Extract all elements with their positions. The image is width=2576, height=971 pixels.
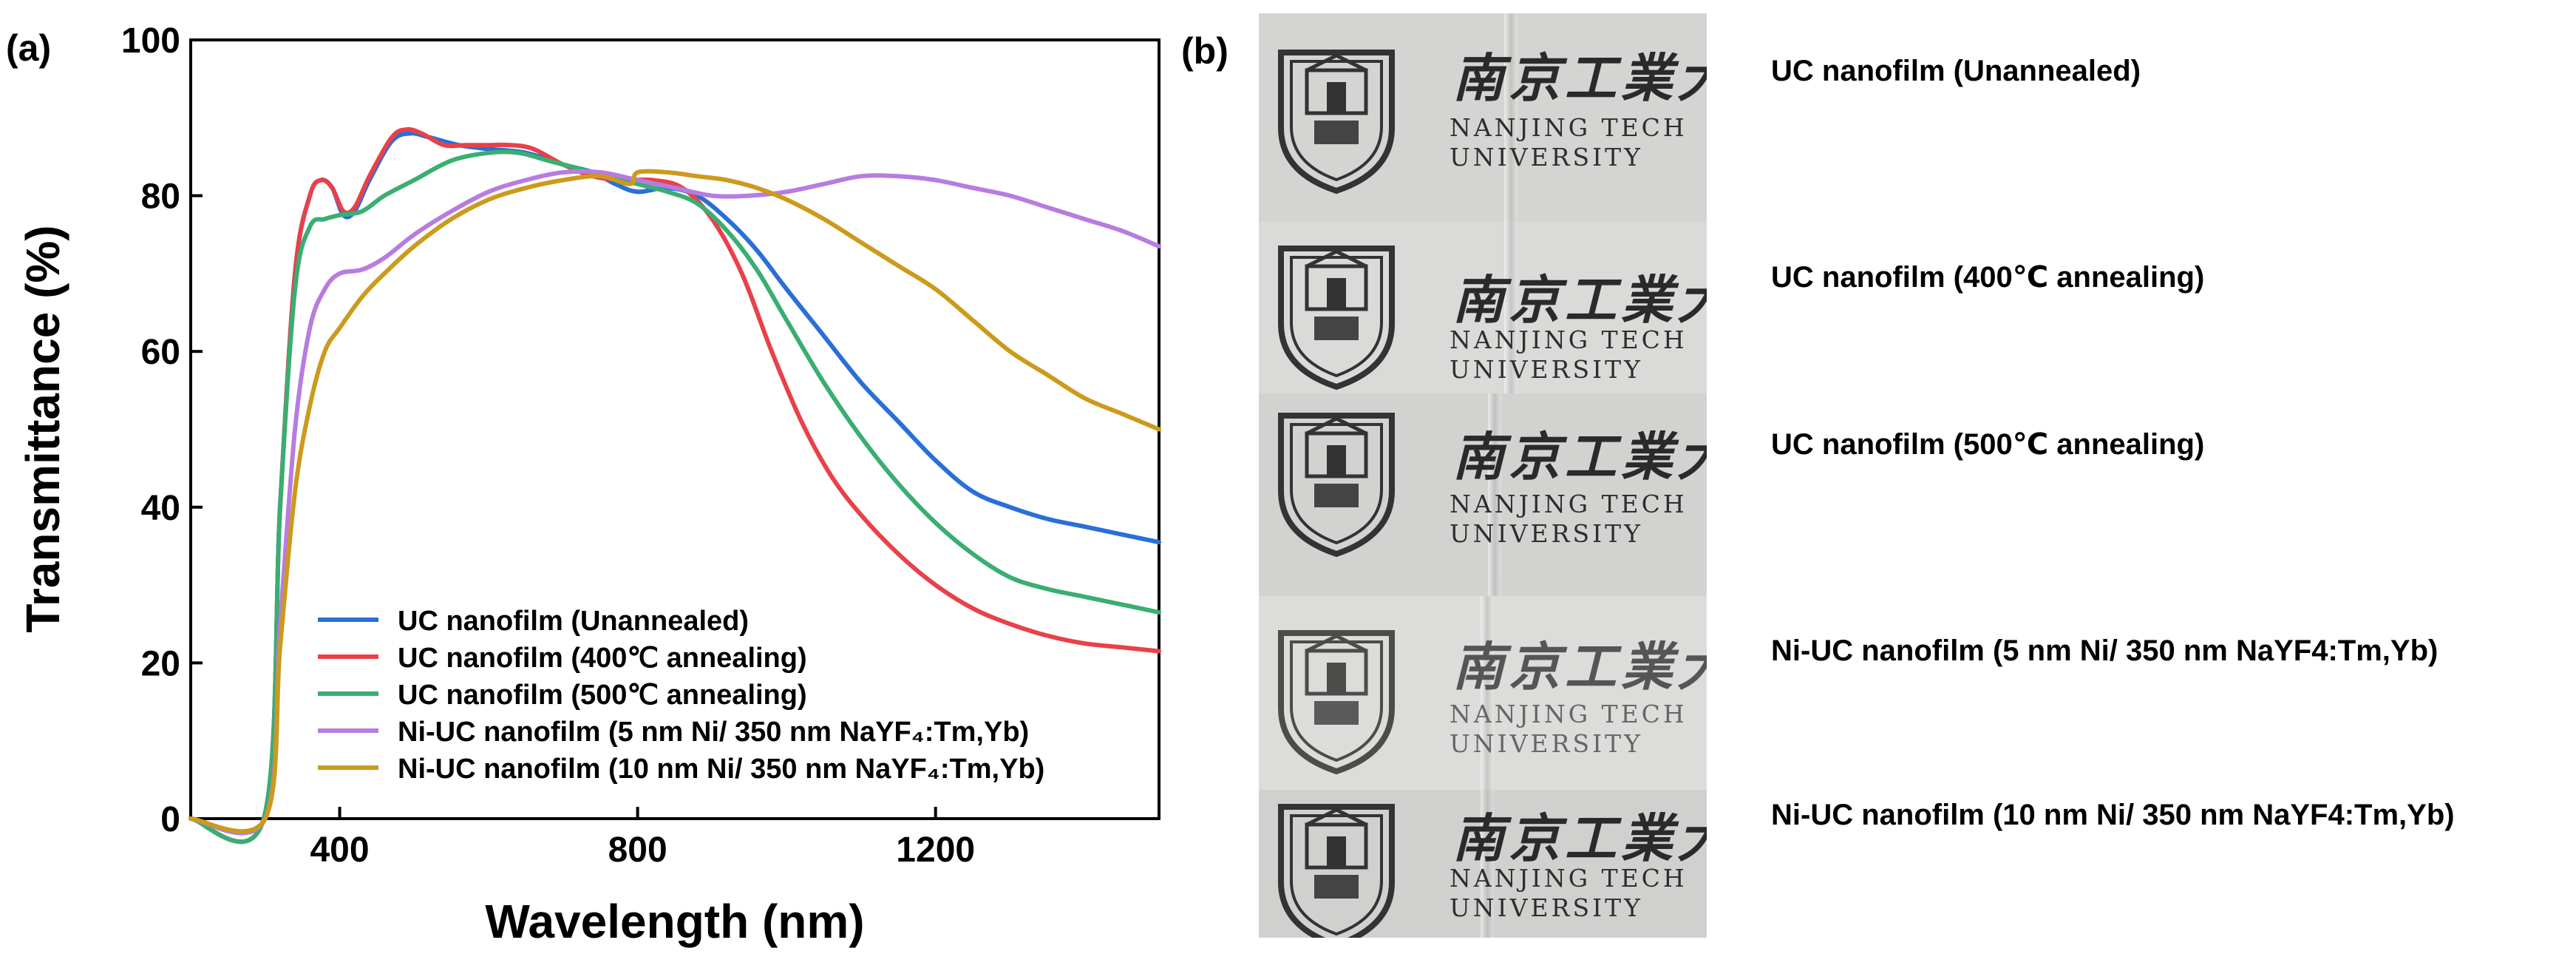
university-shield-icon xyxy=(1278,50,1395,194)
caption-400C: UC nanofilm (400℃ annealing) xyxy=(1771,261,2205,294)
photo-strip-500C: 南京工業大學 NANJING TECH UNIVERSITY xyxy=(1259,393,1707,596)
photo-strip-unannealed: 南京工業大學 NANJING TECH UNIVERSITY xyxy=(1259,13,1707,222)
series-line-1 xyxy=(188,126,1161,845)
panel-b-label: (b) xyxy=(1181,30,1228,72)
photo-strip-400C: 南京工業大學 NANJING TECH UNIVERSITY xyxy=(1259,222,1707,393)
x-tick-label: 800 xyxy=(608,830,667,870)
y-axis-ticks: 0 20 40 60 80 100 xyxy=(121,21,203,839)
y-tick-label: 40 xyxy=(141,489,180,528)
y-tick-label: 80 xyxy=(141,177,180,217)
x-axis-ticks: 400 800 1200 xyxy=(310,807,975,870)
university-shield-icon xyxy=(1278,804,1395,938)
caption-10nm-ni: Ni-UC nanofilm (10 nm Ni/ 350 nm NaYF4:T… xyxy=(1771,799,2455,831)
series-line-3 xyxy=(188,169,1161,836)
logo-english-line-1: NANJING TECH xyxy=(1450,325,1688,354)
logo-english-line-2: UNIVERSITY xyxy=(1450,893,1643,922)
y-tick-label: 60 xyxy=(141,333,180,372)
logo-chinese-name: 南京工業大學 xyxy=(1452,808,1707,869)
photo-strip-5nm-ni: 南京工業大學 NANJING TECH UNIVERSITY xyxy=(1259,596,1707,790)
x-axis-title: Wavelength (nm) xyxy=(485,895,864,948)
logo-english-line-1: NANJING TECH xyxy=(1450,700,1688,728)
y-axis-title: Transmittance (%) xyxy=(16,225,69,632)
logo-chinese-name: 南京工業大學 xyxy=(1452,636,1707,697)
logo-photo-panel: 南京工業大學 NANJING TECH UNIVERSITY 南京工業大學 NA… xyxy=(1259,13,1707,938)
logo-chinese-name: 南京工業大學 xyxy=(1452,426,1707,487)
series-line-4 xyxy=(188,169,1161,834)
x-tick-label: 400 xyxy=(310,830,369,870)
legend: UC nanofilm (Unannealed) UC nanofilm (400… xyxy=(318,606,1044,785)
x-tick-label: 1200 xyxy=(896,830,975,870)
university-shield-icon xyxy=(1278,630,1395,775)
caption-5nm-ni: Ni-UC nanofilm (5 nm Ni/ 350 nm NaYF4:Tm… xyxy=(1771,635,2439,667)
panel-a-label: (a) xyxy=(6,27,51,69)
logo-chinese-name: 南京工業大學 xyxy=(1452,47,1707,109)
y-tick-label: 100 xyxy=(121,21,180,61)
logo-english-line-1: NANJING TECH xyxy=(1450,864,1688,893)
data-series xyxy=(188,126,1161,845)
legend-label-4: Ni-UC nanofilm (10 nm Ni/ 350 nm NaYF₄:T… xyxy=(398,754,1044,785)
logo-english-line-2: UNIVERSITY xyxy=(1450,355,1643,384)
y-tick-label: 20 xyxy=(141,644,180,683)
logo-english-line-2: UNIVERSITY xyxy=(1450,729,1643,758)
logo-english-line-2: UNIVERSITY xyxy=(1450,519,1643,548)
logo-english-line-2: UNIVERSITY xyxy=(1450,143,1643,172)
logo-english-line-1: NANJING TECH xyxy=(1450,490,1688,518)
caption-unannealed: UC nanofilm (Unannealed) xyxy=(1771,55,2141,87)
legend-label-2: UC nanofilm (500℃ annealing) xyxy=(398,680,807,711)
photo-strip-10nm-ni: 南京工業大學 NANJING TECH UNIVERSITY xyxy=(1259,790,1707,938)
university-shield-icon xyxy=(1278,246,1395,390)
y-tick-label: 0 xyxy=(160,800,180,839)
caption-500C: UC nanofilm (500℃ annealing) xyxy=(1771,428,2205,461)
legend-label-3: Ni-UC nanofilm (5 nm Ni/ 350 nm NaYF₄:Tm… xyxy=(398,717,1029,748)
university-shield-icon xyxy=(1278,413,1395,558)
legend-label-0: UC nanofilm (Unannealed) xyxy=(398,606,749,637)
legend-label-1: UC nanofilm (400℃ annealing) xyxy=(398,643,807,674)
logo-chinese-name: 南京工業大學 xyxy=(1452,269,1707,331)
logo-english-line-1: NANJING TECH xyxy=(1450,113,1688,142)
